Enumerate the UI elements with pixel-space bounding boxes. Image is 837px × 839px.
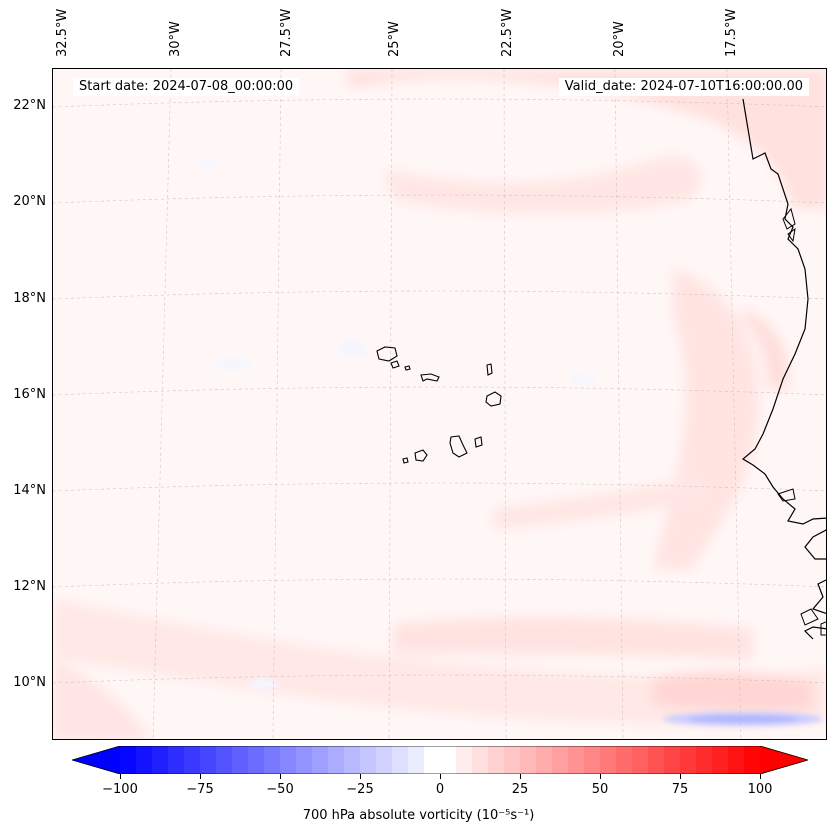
colorbar-tick-label: 0	[435, 782, 445, 797]
colorbar-segment	[696, 746, 713, 774]
negative-vorticity-field	[198, 159, 823, 726]
latitude-label-18n: 18°N	[13, 291, 46, 306]
colorbar-segment	[648, 746, 665, 774]
colorbar-segment	[680, 746, 697, 774]
colorbar-segment	[136, 746, 153, 774]
longitude-label-32-5w: 32.5°W	[55, 8, 70, 57]
sao-nicolau-island	[420, 373, 440, 382]
colorbar-tick-mark	[120, 774, 121, 779]
colorbar-tick-label: −25	[346, 782, 374, 797]
colorbar-tick-mark	[520, 774, 521, 779]
santiago-island	[449, 435, 468, 458]
maio-island	[474, 436, 483, 448]
latitude-label-22n: 22°N	[13, 98, 46, 113]
colorbar-segment	[152, 746, 169, 774]
sao-vicente-island	[390, 360, 400, 369]
colorbar-segment	[408, 746, 425, 774]
colorbar-max-extend	[760, 746, 808, 774]
colorbar-tick-mark	[200, 774, 201, 779]
positive-vorticity-field	[53, 69, 826, 739]
longitude-label-30w: 30°W	[168, 21, 183, 57]
colorbar-segment	[584, 746, 601, 774]
brava-island	[402, 457, 409, 464]
colorbar-segment	[248, 746, 265, 774]
latitude-label-10n: 10°N	[13, 675, 46, 690]
colorbar-segment	[504, 746, 521, 774]
graticule	[53, 69, 826, 739]
colorbar-segment	[440, 746, 457, 774]
latitude-label-16n: 16°N	[13, 387, 46, 402]
colorbar-segment	[312, 746, 329, 774]
colorbar-segment	[568, 746, 585, 774]
colorbar-segment	[632, 746, 649, 774]
sal-island	[486, 363, 493, 376]
colorbar-segment	[488, 746, 505, 774]
colorbar-tick-mark	[760, 774, 761, 779]
colorbar-tick-label: −50	[266, 782, 294, 797]
colorbar-tick-mark	[360, 774, 361, 779]
latitude-label-12n: 12°N	[13, 579, 46, 594]
colorbar-gradient	[70, 745, 810, 775]
colorbar-segment	[280, 746, 297, 774]
colorbar-segment	[200, 746, 217, 774]
colorbar-label: 700 hPa absolute vorticity (10⁻⁵s⁻¹)	[302, 808, 535, 823]
colorbar-segment	[664, 746, 681, 774]
colorbar-segment	[344, 746, 361, 774]
colorbar-segment	[296, 746, 313, 774]
boa-vista-island	[485, 391, 502, 407]
colorbar-segment	[168, 746, 185, 774]
valid-date-label: Valid_date: 2024-07-10T16:00:00.00	[558, 78, 809, 96]
colorbar-tick-mark	[280, 774, 281, 779]
colorbar-tick-mark	[440, 774, 441, 779]
colorbar-segment	[184, 746, 201, 774]
colorbar-tick-mark	[600, 774, 601, 779]
map-panel[interactable]	[52, 68, 827, 740]
colorbar-segment	[392, 746, 409, 774]
longitude-label-20w: 20°W	[612, 21, 627, 57]
longitude-label-25w: 25°W	[387, 21, 402, 57]
vorticity-map	[53, 69, 826, 739]
colorbar-segment	[616, 746, 633, 774]
cape-verde-islands	[376, 346, 502, 464]
start-date-label: Start date: 2024-07-08_00:00:00	[73, 78, 300, 96]
longitude-label-17-5w: 17.5°W	[724, 8, 739, 57]
colorbar-segment	[360, 746, 377, 774]
colorbar-segment	[264, 746, 281, 774]
colorbar-segment	[712, 746, 729, 774]
colorbar-segment	[456, 746, 473, 774]
colorbar-segment	[232, 746, 249, 774]
colorbar-tick-label: 75	[671, 782, 689, 797]
colorbar-segment	[728, 746, 745, 774]
santa-luzia-island	[404, 365, 411, 371]
colorbar-segment	[120, 746, 137, 774]
colorbar-segment	[520, 746, 537, 774]
latitude-label-20n: 20°N	[13, 194, 46, 209]
santo-antao-island	[376, 346, 398, 362]
colorbar-segment	[424, 746, 441, 774]
colorbar-tick-label: −75	[186, 782, 214, 797]
colorbar-tick-mark	[680, 774, 681, 779]
colorbar	[70, 745, 810, 775]
colorbar-segment	[552, 746, 569, 774]
colorbar-tick-label: 25	[511, 782, 529, 797]
colorbar-segment	[216, 746, 233, 774]
longitude-label-22-5w: 22.5°W	[500, 8, 515, 57]
colorbar-segment	[472, 746, 489, 774]
colorbar-segment	[536, 746, 553, 774]
africa-coastline	[741, 98, 826, 640]
latitude-label-14n: 14°N	[13, 483, 46, 498]
colorbar-tick-label: 50	[591, 782, 609, 797]
colorbar-tick-label: −100	[102, 782, 138, 797]
longitude-label-27-5w: 27.5°W	[279, 8, 294, 57]
colorbar-min-extend	[72, 746, 120, 774]
colorbar-segment	[600, 746, 617, 774]
colorbar-segment	[328, 746, 345, 774]
colorbar-tick-label: 100	[747, 782, 773, 797]
coastal-islands	[777, 207, 826, 636]
fogo-island	[414, 449, 428, 462]
colorbar-segment	[744, 746, 761, 774]
colorbar-segment	[376, 746, 393, 774]
